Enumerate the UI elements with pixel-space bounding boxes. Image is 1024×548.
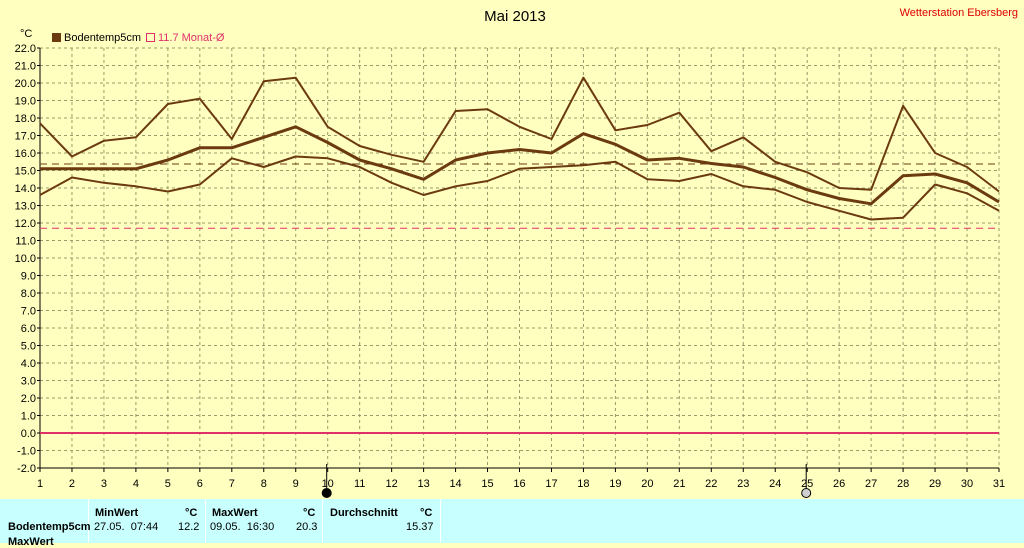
y-tick-label: 0.0 bbox=[21, 428, 36, 440]
series-line-max bbox=[39, 76, 1000, 193]
x-tick-label: 2 bbox=[69, 478, 75, 490]
y-axis: -2.0 -1.0 0.0 1.0 2.0 3.0 4.0 5.0 6.0 7.0 8.0 9.0 10… bbox=[15, 43, 41, 475]
x-tick-label: 9 bbox=[293, 478, 299, 490]
y-tick-label: 21.0 bbox=[15, 61, 36, 73]
station-name: Wetterstation Ebersberg bbox=[900, 7, 1018, 19]
x-tick-label: 19 bbox=[609, 478, 621, 490]
stats-header-max-unit: °C bbox=[303, 507, 316, 519]
x-tick-label: 5 bbox=[165, 478, 171, 490]
stats-header-avg-unit: °C bbox=[420, 507, 433, 519]
stats-avg-value: 15.37 bbox=[406, 521, 434, 533]
y-tick-label: 8.0 bbox=[21, 288, 36, 300]
y-tick-label: 9.0 bbox=[21, 271, 36, 283]
y-tick-label: 5.0 bbox=[21, 341, 36, 353]
x-tick-label: 1 bbox=[37, 478, 43, 490]
series-line-mean bbox=[40, 125, 1000, 206]
y-tick-label: 10.0 bbox=[15, 253, 36, 265]
reference-lines bbox=[40, 163, 999, 434]
y-tick-label: -2.0 bbox=[17, 463, 36, 475]
legend-swatch-series bbox=[52, 33, 61, 42]
y-tick-label: 3.0 bbox=[21, 376, 36, 388]
y-tick-label: 11.0 bbox=[15, 236, 36, 248]
stats-max-time: 09.05. 16:30 bbox=[210, 521, 275, 533]
x-tick-label: 21 bbox=[673, 478, 685, 490]
x-tick-label: 20 bbox=[641, 478, 653, 490]
y-tick-label: 20.0 bbox=[15, 78, 36, 90]
y-tick-label: 7.0 bbox=[21, 306, 36, 318]
y-tick-label: 19.0 bbox=[15, 96, 36, 108]
stats-panel: MinWert °C MaxWert °C Durchschnitt °C Bo… bbox=[0, 499, 1024, 548]
y-tick-label: 17.0 bbox=[15, 131, 36, 143]
legend-series-label: Bodentemp5cm bbox=[64, 32, 141, 44]
chart: Mai 2013 Wetterstation Ebersberg °C Bode… bbox=[15, 7, 1018, 498]
legend: Bodentemp5cm 11.7 Monat-Ø bbox=[52, 32, 225, 44]
stats-row-name: Bodentemp5cm bbox=[8, 521, 91, 533]
x-tick-label: 10 bbox=[322, 478, 334, 490]
y-tick-label: 22.0 bbox=[15, 43, 36, 55]
stats-min-time: 27.05. 07:44 bbox=[94, 521, 159, 533]
x-tick-label: 29 bbox=[929, 478, 941, 490]
x-tick-label: 27 bbox=[865, 478, 877, 490]
new-moon-icon bbox=[321, 488, 332, 498]
grid bbox=[40, 47, 1000, 469]
y-tick-label: 15.0 bbox=[15, 166, 36, 178]
x-tick-label: 24 bbox=[769, 478, 781, 490]
x-tick-label: 8 bbox=[261, 478, 267, 490]
y-tick-label: 6.0 bbox=[21, 323, 36, 335]
x-tick-label: 22 bbox=[705, 478, 717, 490]
x-tick-label: 31 bbox=[993, 478, 1005, 490]
series bbox=[39, 76, 1000, 221]
x-tick-label: 30 bbox=[961, 478, 973, 490]
x-tick-label: 16 bbox=[513, 478, 525, 490]
y-tick-label: -1.0 bbox=[17, 446, 36, 458]
stats-col-name bbox=[0, 499, 89, 543]
stats-max-value: 20.3 bbox=[296, 521, 318, 533]
y-tick-label: 12.0 bbox=[15, 218, 36, 230]
x-tick-label: 11 bbox=[354, 478, 365, 490]
x-tick-label: 7 bbox=[229, 478, 235, 490]
legend-swatch-avg bbox=[146, 33, 155, 42]
y-tick-label: 16.0 bbox=[15, 148, 36, 160]
x-tick-label: 6 bbox=[197, 478, 203, 490]
stats-header-min: MinWert bbox=[95, 507, 139, 519]
x-tick-label: 15 bbox=[481, 478, 493, 490]
chart-title: Mai 2013 bbox=[484, 8, 546, 25]
x-tick-label: 23 bbox=[737, 478, 749, 490]
moon-markers bbox=[321, 464, 812, 498]
y-tick-label: 2.0 bbox=[21, 393, 36, 405]
x-tick-label: 13 bbox=[417, 478, 429, 490]
x-axis: 1 2 3 4 5 6 7 8 9 10 11 12 13 14 15 16 17 18 19 20 21 22 23 24 2… bbox=[37, 467, 1005, 490]
x-tick-label: 18 bbox=[577, 478, 589, 490]
y-tick-label: 1.0 bbox=[21, 411, 36, 423]
x-tick-label: 12 bbox=[386, 478, 398, 490]
y-tick-label: 4.0 bbox=[21, 358, 36, 370]
x-tick-label: 3 bbox=[101, 478, 107, 490]
stats-header-min-unit: °C bbox=[185, 507, 198, 519]
full-moon-icon bbox=[801, 488, 812, 498]
x-tick-label: 17 bbox=[545, 478, 557, 490]
stats-row-name: MaxWert bbox=[8, 536, 54, 548]
stats-header-max: MaxWert bbox=[212, 507, 258, 519]
legend-avg-label: 11.7 Monat-Ø bbox=[158, 32, 225, 44]
stats-col-avg bbox=[323, 499, 441, 543]
x-tick-label: 4 bbox=[133, 478, 139, 490]
y-tick-label: 14.0 bbox=[15, 183, 36, 195]
stats-min-value: 12.2 bbox=[178, 521, 200, 533]
x-tick-label: 25 bbox=[801, 478, 813, 490]
x-tick-label: 28 bbox=[897, 478, 909, 490]
stats-header-avg: Durchschnitt bbox=[330, 507, 398, 519]
stats-col-min bbox=[89, 499, 206, 543]
x-tick-label: 14 bbox=[449, 478, 461, 490]
y-tick-label: 13.0 bbox=[15, 201, 36, 213]
stats-col-max bbox=[206, 499, 323, 543]
series-line-min bbox=[39, 155, 1000, 221]
x-tick-label: 26 bbox=[833, 478, 845, 490]
y-tick-label: 18.0 bbox=[15, 113, 36, 125]
y-axis-unit: °C bbox=[20, 28, 32, 40]
